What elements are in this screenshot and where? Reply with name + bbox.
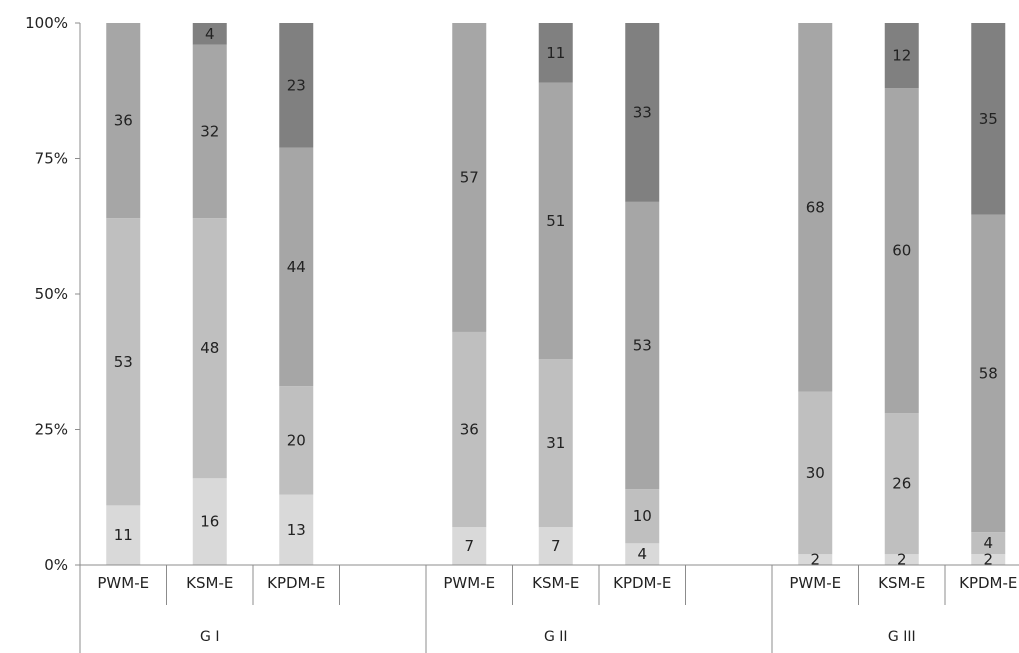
bar-segment — [279, 147, 314, 387]
bar-segment — [452, 527, 487, 565]
bar-segment — [279, 23, 314, 148]
category-label: KPDM-E — [959, 574, 1017, 592]
bar-segment — [192, 218, 227, 479]
data-label: 10 — [633, 507, 652, 525]
group-label: G III — [888, 629, 916, 645]
data-label: 12 — [892, 47, 911, 65]
bar-segment — [884, 23, 919, 89]
data-label: 33 — [633, 103, 652, 121]
y-tick-label: 75% — [35, 150, 68, 168]
bar-segment — [538, 82, 573, 360]
data-label: 60 — [892, 242, 911, 260]
bar-segment — [452, 23, 487, 332]
data-label: 53 — [114, 353, 133, 371]
group-label: G II — [544, 629, 568, 645]
y-tick-label: 25% — [35, 421, 68, 439]
axes-layer: 0% 25% 50% 75% 100% PWM-E KSM-E KPDM-E PWM-E KSM-… — [25, 14, 1019, 653]
bar-segment — [106, 505, 141, 565]
data-label: 2 — [897, 551, 907, 569]
bar-segment — [106, 218, 141, 506]
data-label: 51 — [546, 212, 565, 230]
data-label: 4 — [637, 545, 647, 563]
data-label: 7 — [464, 537, 474, 555]
data-label: 2 — [983, 551, 993, 569]
data-label: 20 — [287, 431, 306, 449]
bar-segment — [971, 214, 1006, 533]
bar-segment — [279, 494, 314, 565]
data-label: 35 — [979, 110, 998, 128]
data-label: 16 — [200, 513, 219, 531]
data-label: 44 — [287, 258, 306, 276]
category-label: PWM-E — [789, 574, 841, 592]
bar-segment — [452, 331, 487, 528]
y-tick-label: 50% — [35, 285, 68, 303]
category-label: PWM-E — [97, 574, 149, 592]
bar-segment — [192, 23, 227, 45]
data-label: 30 — [806, 464, 825, 482]
bar-segment — [625, 489, 660, 544]
bar-segment — [884, 88, 919, 414]
bar-segment — [538, 359, 573, 528]
data-labels-layer: 11 53 36 16 48 32 4 13 20 44 23 7 36 57 7 31 51 11 4 10 53 33… — [114, 25, 998, 569]
category-label: KPDM-E — [613, 574, 671, 592]
data-label: 4 — [205, 25, 215, 43]
bar-segment — [971, 532, 1006, 555]
data-label: 31 — [546, 434, 565, 452]
y-tick-label: 0% — [44, 556, 68, 574]
bar-segment — [971, 554, 1006, 565]
data-label: 48 — [200, 339, 219, 357]
category-label: PWM-E — [443, 574, 495, 592]
data-label: 32 — [200, 122, 219, 140]
data-label: 4 — [983, 534, 993, 552]
data-label: 11 — [114, 526, 133, 544]
data-label: 58 — [979, 364, 998, 382]
data-label: 53 — [633, 336, 652, 354]
bar-segment — [192, 478, 227, 565]
bar-segment — [798, 391, 833, 555]
data-label: 68 — [806, 198, 825, 216]
bar-segment — [625, 23, 660, 202]
bar-segment — [884, 554, 919, 565]
bar-segment — [884, 413, 919, 555]
category-label: KSM-E — [878, 574, 925, 592]
bar-segment — [798, 554, 833, 565]
bar-segment — [192, 44, 227, 219]
category-label: KSM-E — [186, 574, 233, 592]
data-label: 7 — [551, 537, 561, 555]
bar-segment — [106, 23, 141, 219]
bar-segment — [538, 23, 573, 83]
data-label: 11 — [546, 44, 565, 62]
data-label: 23 — [287, 76, 306, 94]
bar-segment — [279, 386, 314, 495]
bar-segment — [625, 201, 660, 490]
group-label: G I — [200, 629, 219, 645]
y-tick-label: 100% — [25, 14, 68, 32]
data-label: 36 — [114, 112, 133, 130]
bar-segment — [971, 23, 1006, 215]
bar-segment — [798, 23, 833, 392]
data-label: 2 — [810, 551, 820, 569]
data-label: 57 — [460, 168, 479, 186]
data-label: 36 — [460, 421, 479, 439]
bars-layer — [106, 23, 1006, 565]
bar-segment — [538, 527, 573, 565]
category-label: KSM-E — [532, 574, 579, 592]
data-label: 26 — [892, 475, 911, 493]
data-label: 13 — [287, 521, 306, 539]
category-label: KPDM-E — [267, 574, 325, 592]
bar-segment — [625, 543, 660, 565]
